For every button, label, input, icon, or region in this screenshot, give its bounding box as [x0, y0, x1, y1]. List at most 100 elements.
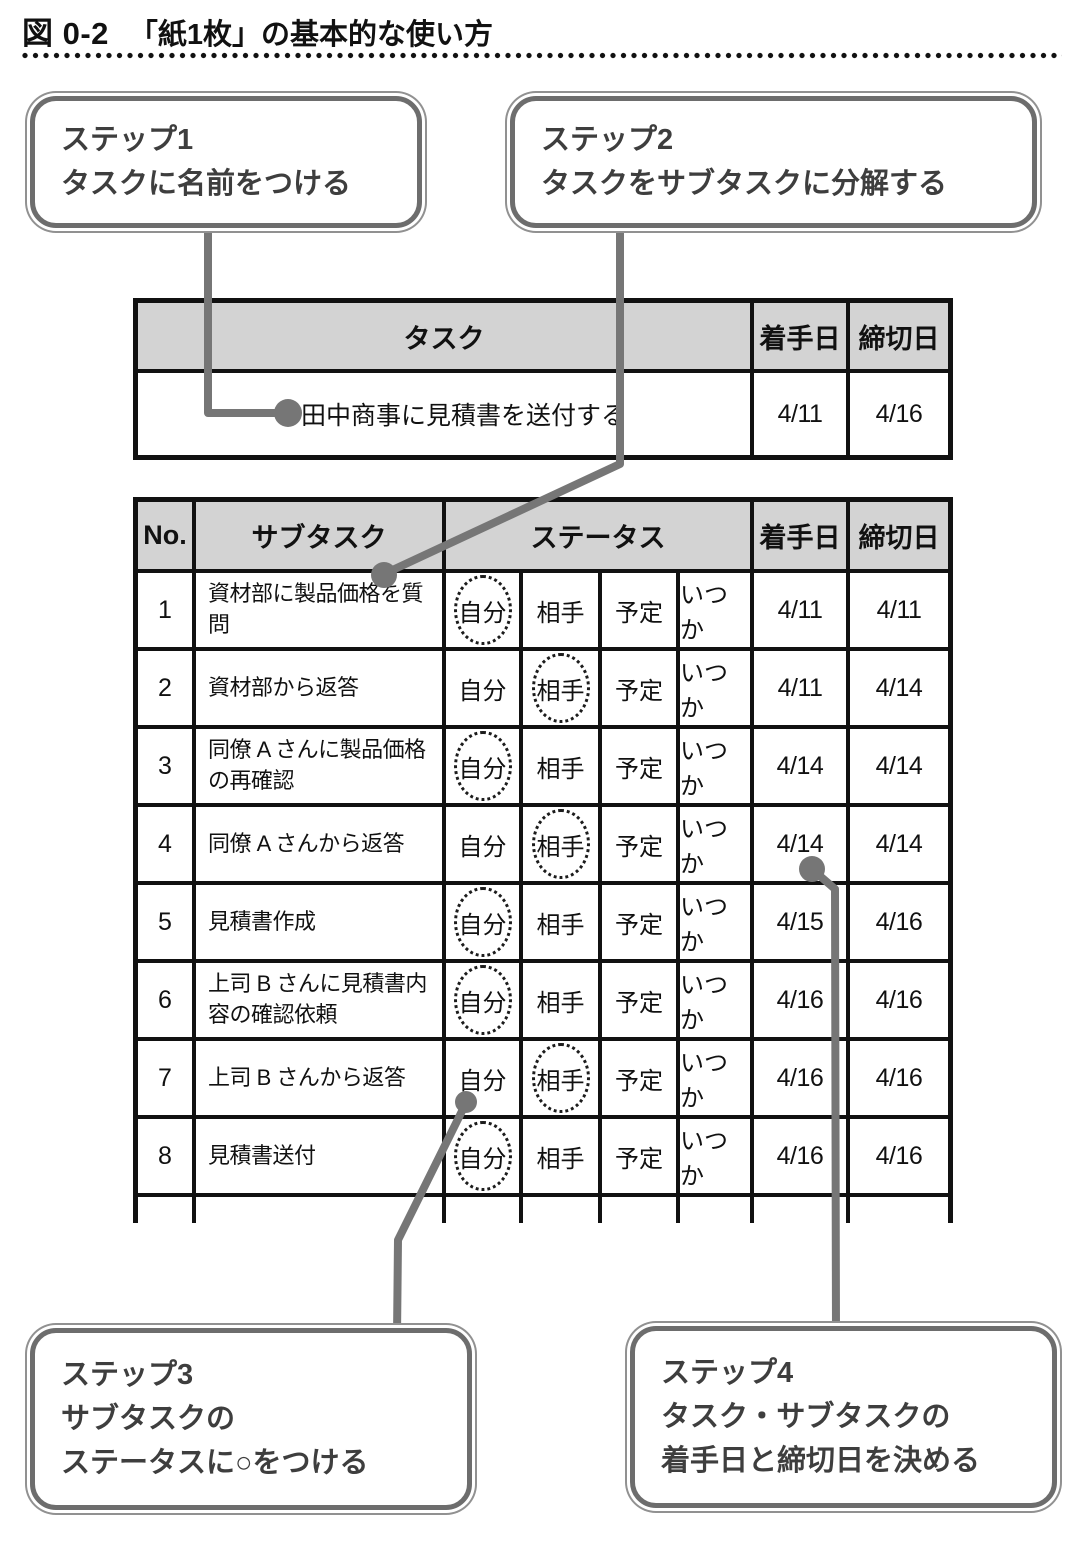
subtask-header-status: ステータス — [446, 502, 754, 573]
status-option-jibun: 自分 — [446, 1041, 523, 1119]
start-date: 4/16 — [754, 1041, 850, 1119]
status-option-jibun: 自分 — [446, 885, 523, 963]
callout-step-4-title: ステップ4 — [661, 1356, 794, 1389]
empty-row-cell — [850, 1197, 948, 1223]
row-number: 8 — [138, 1119, 196, 1197]
row-number: 4 — [138, 807, 196, 885]
row-number: 1 — [138, 573, 196, 651]
row-number: 2 — [138, 651, 196, 729]
status-option-yotei: 予定 — [602, 963, 680, 1041]
status-option-yotei: 予定 — [602, 1041, 680, 1119]
callout-step-1-title: ステップ1 — [61, 123, 194, 156]
callout-step-1: ステップ1 タスクに名前をつける — [30, 96, 422, 228]
row-number: 5 — [138, 885, 196, 963]
subtask-name: 見積書送付 — [196, 1119, 446, 1197]
deadline-date: 4/16 — [850, 1119, 948, 1197]
status-option-jibun: 自分 — [446, 963, 523, 1041]
subtask-name: 資材部から返答 — [196, 651, 446, 729]
empty-row-cell — [680, 1197, 754, 1223]
empty-row-cell — [446, 1197, 523, 1223]
empty-row-cell — [196, 1197, 446, 1223]
status-option-yotei: 予定 — [602, 573, 680, 651]
task-deadline-date: 4/16 — [875, 399, 923, 428]
callout-step-3-text2: ステータスに○をつける — [61, 1447, 369, 1480]
status-option-yotei: 予定 — [602, 651, 680, 729]
task-header-deadline: 締切日 — [850, 303, 948, 373]
deadline-date: 4/14 — [850, 807, 948, 885]
status-option-itsuka: いつか — [680, 1119, 754, 1197]
status-option-yotei: 予定 — [602, 885, 680, 963]
status-option-itsuka: いつか — [680, 573, 754, 651]
dotted-rule — [22, 52, 1062, 59]
subtask-name: 同僚 A さんに製品価格の再確認 — [196, 729, 446, 807]
subtask-name: 資材部に製品価格を質問 — [196, 573, 446, 651]
status-option-jibun: 自分 — [446, 807, 523, 885]
status-option-yotei: 予定 — [602, 729, 680, 807]
start-date: 4/16 — [754, 1119, 850, 1197]
subtask-name: 見積書作成 — [196, 885, 446, 963]
subtask-header-deadline: 締切日 — [850, 502, 948, 573]
callout-step-2-text: タスクをサブタスクに分解する — [541, 168, 948, 200]
deadline-date: 4/16 — [850, 885, 948, 963]
empty-row-cell — [754, 1197, 850, 1223]
start-date: 4/14 — [754, 807, 850, 885]
callout-step-4: ステップ4 タスク・サブタスクの 着手日と締切日を決める — [630, 1326, 1057, 1508]
callout-step-3: ステップ3 サブタスクの ステータスに○をつける — [30, 1328, 472, 1510]
figure-title: 図 0-2 「紙1枚」の基本的な使い方 — [22, 8, 493, 53]
task-header-task: タスク — [138, 303, 754, 373]
deadline-date: 4/16 — [850, 1041, 948, 1119]
task-header-start-date: 着手日 — [754, 303, 850, 373]
status-option-jibun: 自分 — [446, 651, 523, 729]
empty-row-cell — [602, 1197, 680, 1223]
status-option-aite: 相手 — [523, 651, 602, 729]
figure-title-text: 「紙1枚」の基本的な使い方 — [128, 19, 494, 51]
start-date: 4/14 — [754, 729, 850, 807]
row-number: 3 — [138, 729, 196, 807]
start-date: 4/16 — [754, 963, 850, 1041]
status-option-yotei: 予定 — [602, 807, 680, 885]
status-option-aite: 相手 — [523, 573, 602, 651]
status-option-aite: 相手 — [523, 729, 602, 807]
status-option-itsuka: いつか — [680, 729, 754, 807]
row-number: 6 — [138, 963, 196, 1041]
subtask-table: No. サブタスク ステータス 着手日 締切日 1 資材部に製品価格を質問 自分… — [133, 497, 953, 1223]
status-option-aite: 相手 — [523, 963, 602, 1041]
figure-number-label: 図 0-2 — [22, 16, 109, 51]
callout-step-2-title: ステップ2 — [541, 123, 674, 156]
task-start-date: 4/11 — [754, 373, 850, 455]
callout-step-4-text1: タスク・サブタスクの — [661, 1400, 951, 1433]
deadline-date: 4/14 — [850, 729, 948, 807]
status-option-itsuka: いつか — [680, 963, 754, 1041]
subtask-header-subtask: サブタスク — [196, 502, 446, 573]
status-option-jibun: 自分 — [446, 1119, 523, 1197]
task-table: タスク 着手日 締切日 田中商事に見積書を送付する 4/11 4/16 — [133, 298, 953, 460]
empty-row-cell — [523, 1197, 602, 1223]
deadline-date: 4/11 — [850, 573, 948, 651]
task-name: 田中商事に見積書を送付する — [138, 373, 754, 455]
callout-step-2: ステップ2 タスクをサブタスクに分解する — [510, 96, 1037, 228]
status-option-itsuka: いつか — [680, 651, 754, 729]
status-option-aite: 相手 — [523, 1041, 602, 1119]
status-option-jibun: 自分 — [446, 729, 523, 807]
status-option-yotei: 予定 — [602, 1119, 680, 1197]
subtask-header-start-date: 着手日 — [754, 502, 850, 573]
status-option-aite: 相手 — [523, 1119, 602, 1197]
start-date: 4/15 — [754, 885, 850, 963]
callout-step-4-text2: 着手日と締切日を決める — [661, 1445, 981, 1478]
start-date: 4/11 — [754, 573, 850, 651]
subtask-name: 同僚 A さんから返答 — [196, 807, 446, 885]
deadline-date: 4/14 — [850, 651, 948, 729]
row-number: 7 — [138, 1041, 196, 1119]
subtask-name: 上司 B さんに見積書内容の確認依頼 — [196, 963, 446, 1041]
start-date: 4/11 — [754, 651, 850, 729]
status-option-jibun: 自分 — [446, 573, 523, 651]
deadline-date: 4/16 — [850, 963, 948, 1041]
status-option-aite: 相手 — [523, 807, 602, 885]
empty-row-cell — [138, 1197, 196, 1223]
callout-step-3-title: ステップ3 — [61, 1358, 194, 1391]
subtask-name: 上司 B さんから返答 — [196, 1041, 446, 1119]
status-option-itsuka: いつか — [680, 1041, 754, 1119]
callout-step-3-text1: サブタスクの — [61, 1402, 236, 1435]
subtask-header-no: No. — [138, 502, 196, 573]
